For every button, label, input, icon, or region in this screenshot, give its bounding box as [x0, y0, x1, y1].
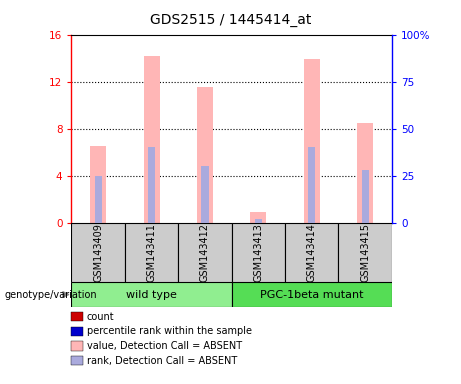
Bar	[231, 223, 285, 282]
Bar	[95, 176, 102, 223]
Bar	[255, 218, 262, 223]
Bar	[71, 282, 231, 307]
Bar	[338, 223, 392, 282]
Text: GSM143411: GSM143411	[147, 223, 157, 282]
Bar	[357, 123, 373, 223]
Bar	[304, 59, 320, 223]
Bar	[90, 146, 106, 223]
Bar	[231, 282, 392, 307]
Text: GSM143414: GSM143414	[307, 223, 317, 282]
Bar	[143, 56, 160, 223]
Bar	[250, 212, 266, 223]
Bar	[71, 223, 125, 282]
Text: GSM143409: GSM143409	[93, 223, 103, 282]
Text: PGC-1beta mutant: PGC-1beta mutant	[260, 290, 364, 300]
Text: GSM143412: GSM143412	[200, 223, 210, 282]
Bar	[197, 88, 213, 223]
Bar	[361, 170, 369, 223]
Text: count: count	[87, 312, 114, 322]
Bar	[148, 147, 155, 223]
Bar	[125, 223, 178, 282]
Text: GSM143415: GSM143415	[360, 223, 370, 282]
Text: GSM143413: GSM143413	[254, 223, 263, 282]
Text: rank, Detection Call = ABSENT: rank, Detection Call = ABSENT	[87, 356, 237, 366]
Text: percentile rank within the sample: percentile rank within the sample	[87, 326, 252, 336]
Text: genotype/variation: genotype/variation	[5, 290, 97, 300]
Bar	[178, 223, 231, 282]
Bar	[285, 223, 338, 282]
Bar	[308, 147, 315, 223]
Text: wild type: wild type	[126, 290, 177, 300]
Bar	[201, 166, 208, 223]
Text: GDS2515 / 1445414_at: GDS2515 / 1445414_at	[150, 13, 311, 27]
Text: value, Detection Call = ABSENT: value, Detection Call = ABSENT	[87, 341, 242, 351]
